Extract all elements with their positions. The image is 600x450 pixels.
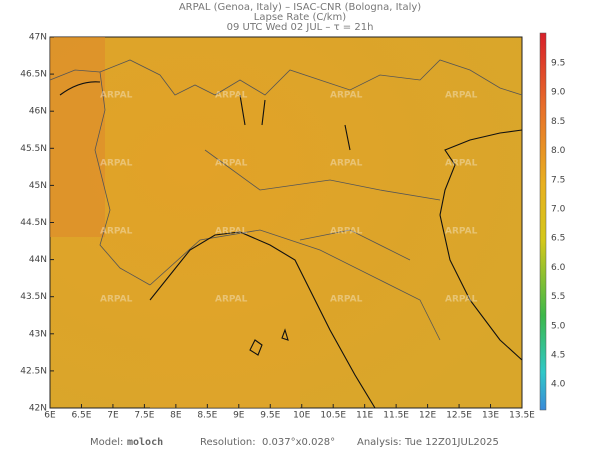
- header-line: 09 UTC Wed 02 JUL – τ = 21h: [227, 22, 374, 33]
- colorbar-label: 9.5: [551, 59, 565, 69]
- colorbar-label: 7.5: [551, 175, 565, 185]
- colorbar-label: 4.5: [551, 351, 565, 361]
- field-patch: [50, 37, 105, 237]
- lat-label: 42N: [29, 404, 47, 414]
- border: [94, 71, 151, 286]
- watermark: ARPAL: [215, 295, 248, 305]
- watermark: ARPAL: [100, 227, 133, 237]
- colorbar-label: 6.0: [551, 263, 566, 273]
- lon-label: 6E: [44, 411, 56, 421]
- lon-label: 8.5E: [197, 411, 217, 421]
- lat-label: 45N: [29, 181, 47, 191]
- watermark: ARPAL: [100, 159, 133, 169]
- footer-value: 0.037°x0.028°: [262, 437, 335, 448]
- watermark: ARPAL: [330, 159, 363, 169]
- lon-label: 12.5E: [446, 411, 472, 421]
- lat-label: 42.5N: [20, 366, 47, 376]
- lon-label: 8E: [170, 411, 182, 421]
- watermark: ARPAL: [445, 295, 478, 305]
- colorbar-label: 9.0: [551, 88, 566, 98]
- lat-label: 47N: [29, 33, 47, 43]
- watermark: ARPAL: [330, 227, 363, 237]
- lon-label: 9E: [233, 411, 245, 421]
- lon-label: 10E: [293, 411, 310, 421]
- watermark: ARPAL: [215, 91, 248, 101]
- lon-label: 11.5E: [383, 411, 409, 421]
- footer-value: Tue 12Z01JUL2025: [404, 437, 499, 448]
- lat-label: 44N: [29, 255, 47, 265]
- footer-value: moloch: [127, 437, 163, 448]
- border: [204, 149, 441, 261]
- watermark: ARPAL: [215, 159, 248, 169]
- colorbar-label: 5.0: [551, 321, 566, 331]
- coastline: [439, 129, 523, 216]
- field-patch: [150, 300, 300, 408]
- lon-label: 7.5E: [134, 411, 154, 421]
- lon-label: 9.5E: [260, 411, 280, 421]
- lon-label: 13.5E: [509, 411, 535, 421]
- colorbar-label: 8.5: [551, 117, 565, 127]
- header-line: Lapse Rate (C/km): [254, 12, 346, 23]
- colorbar-label: 5.5: [551, 292, 565, 302]
- coastline: [439, 214, 523, 361]
- footer-label: Resolution:: [200, 437, 256, 448]
- watermark: ARPAL: [445, 91, 478, 101]
- border: [149, 229, 441, 341]
- lon-label: 10.5E: [320, 411, 346, 421]
- watermark: ARPAL: [100, 295, 133, 305]
- map-area: [49, 36, 523, 409]
- watermark: ARPAL: [330, 91, 363, 101]
- watermark: ARPAL: [445, 159, 478, 169]
- lon-label: 7E: [107, 411, 119, 421]
- colorbar-label: 4.0: [551, 380, 566, 390]
- watermark: ARPAL: [330, 295, 363, 305]
- footer-label: Model:: [90, 437, 123, 448]
- colorbar-label: 7.0: [551, 205, 566, 215]
- colorbar-label: 6.5: [551, 234, 565, 244]
- lat-label: 43.5N: [20, 292, 47, 302]
- lat-label: 46.5N: [20, 70, 47, 80]
- lon-label: 11E: [356, 411, 373, 421]
- lon-label: 13E: [482, 411, 499, 421]
- footer-label: Analysis:: [357, 437, 402, 448]
- watermark: ARPAL: [100, 91, 133, 101]
- watermark: ARPAL: [215, 227, 248, 237]
- lat-label: 45.5N: [20, 144, 47, 154]
- lat-label: 43N: [29, 329, 47, 339]
- watermark: ARPAL: [445, 227, 478, 237]
- colorbar: [539, 32, 547, 411]
- lake: [59, 81, 351, 151]
- lat-label: 46N: [29, 107, 47, 117]
- island: [249, 328, 289, 356]
- lon-label: 6.5E: [71, 411, 91, 421]
- colorbar-label: 8.0: [551, 146, 566, 156]
- lon-label: 12E: [419, 411, 436, 421]
- border: [49, 59, 523, 96]
- coastline: [149, 231, 376, 409]
- header-line: ARPAL (Genoa, Italy) – ISAC-CNR (Bologna…: [179, 2, 421, 13]
- lat-label: 44.5N: [20, 218, 47, 228]
